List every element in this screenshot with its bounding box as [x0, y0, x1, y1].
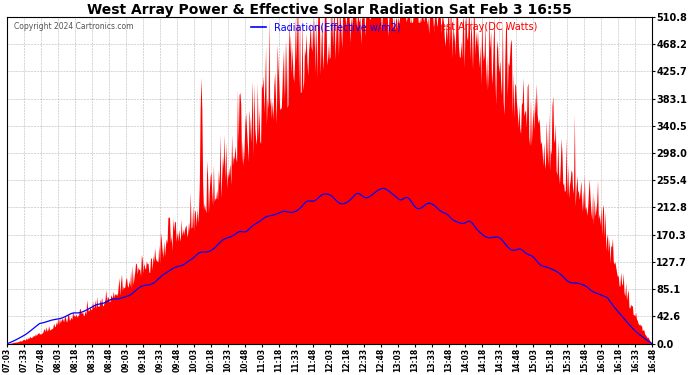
Text: Copyright 2024 Cartronics.com: Copyright 2024 Cartronics.com — [14, 22, 133, 31]
Legend: Radiation(Effective w/m2), West Array(DC Watts): Radiation(Effective w/m2), West Array(DC… — [248, 18, 541, 36]
Title: West Array Power & Effective Solar Radiation Sat Feb 3 16:55: West Array Power & Effective Solar Radia… — [88, 3, 572, 17]
